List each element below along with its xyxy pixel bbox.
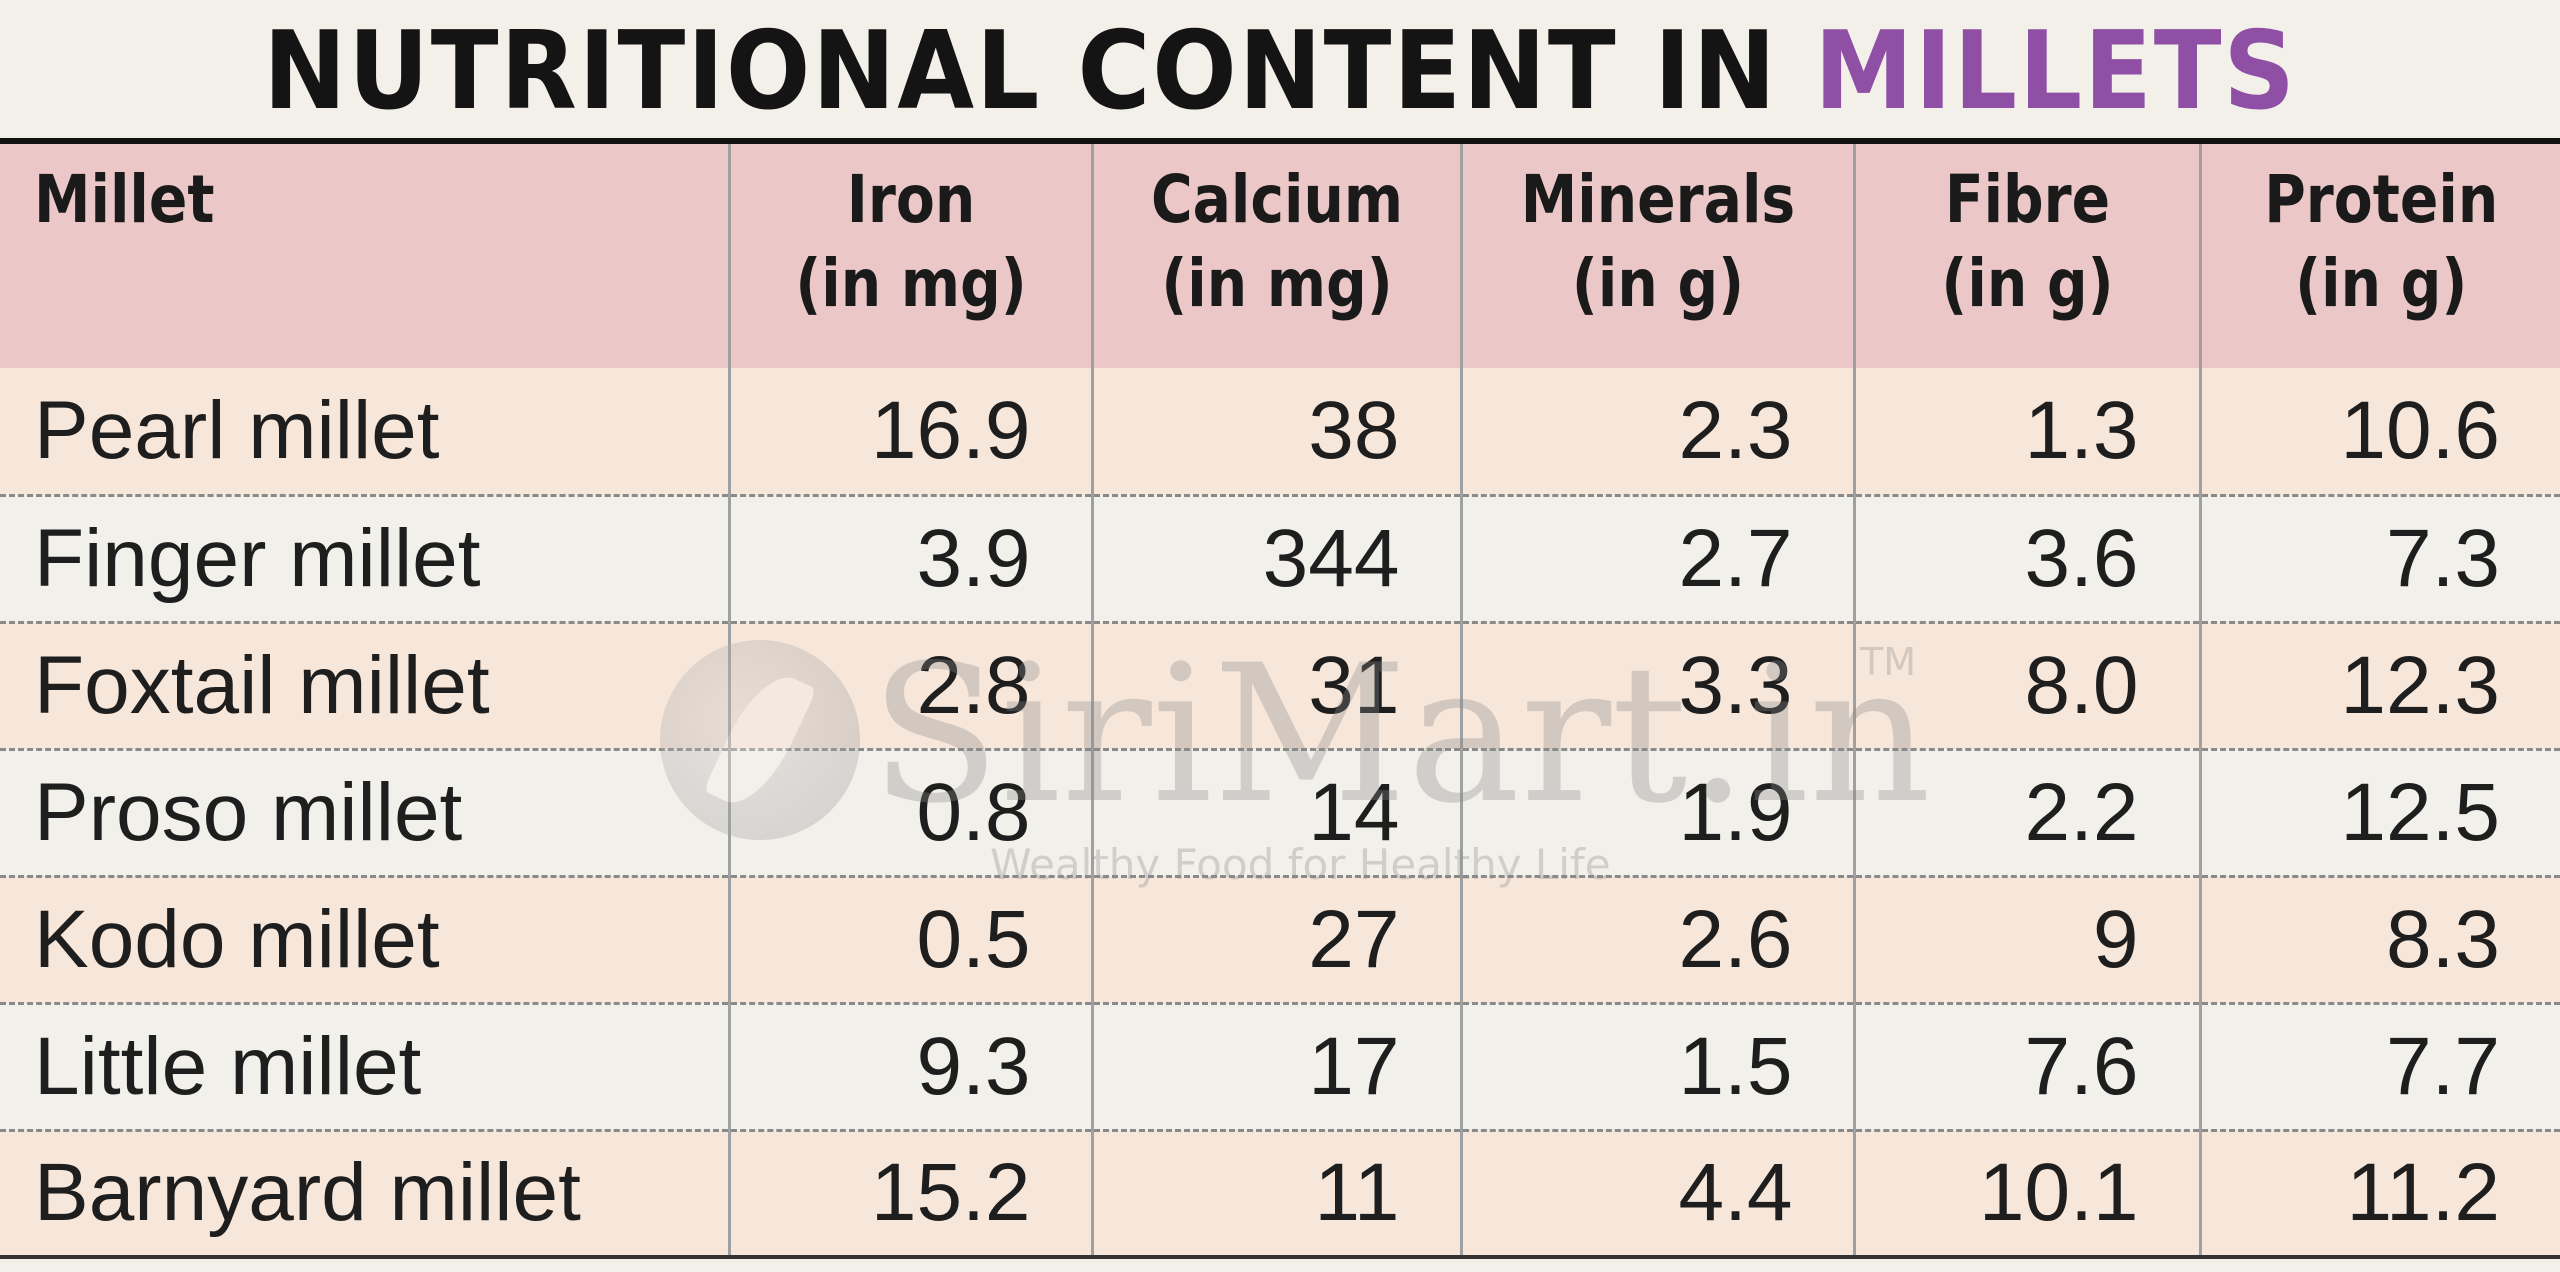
cell-calcium: 31 [1090, 622, 1461, 751]
cell-fibre: 8.0 [1852, 622, 2200, 751]
cell-iron: 3.9 [727, 495, 1092, 624]
table-row: Proso millet 0.8 14 1.9 2.2 12.5 [0, 749, 2560, 878]
header-minerals: Minerals (in g) [1459, 144, 1854, 368]
header-protein: Protein (in g) [2198, 144, 2560, 368]
cell-fibre: 9 [1852, 876, 2200, 1005]
cell-minerals: 2.6 [1459, 876, 1854, 1005]
cell-protein: 7.3 [2198, 495, 2560, 624]
cell-calcium: 27 [1090, 876, 1461, 1005]
header-fibre: Fibre (in g) [1852, 144, 2200, 368]
cell-minerals: 1.9 [1459, 749, 1854, 878]
cell-millet: Barnyard millet [0, 1130, 729, 1259]
cell-fibre: 1.3 [1852, 368, 2200, 497]
title-accent: MILLETS [1814, 9, 2297, 134]
cell-minerals: 4.4 [1459, 1130, 1854, 1259]
cell-millet: Foxtail millet [0, 622, 729, 751]
title-divider [0, 138, 2560, 144]
cell-protein: 7.7 [2198, 1003, 2560, 1132]
cell-fibre: 3.6 [1852, 495, 2200, 624]
cell-calcium: 38 [1090, 368, 1461, 497]
cell-protein: 8.3 [2198, 876, 2560, 1005]
table-row: Little millet 9.3 17 1.5 7.6 7.7 [0, 1003, 2560, 1132]
cell-minerals: 1.5 [1459, 1003, 1854, 1132]
cell-iron: 15.2 [727, 1130, 1092, 1259]
cell-calcium: 344 [1090, 495, 1461, 624]
cell-iron: 16.9 [727, 368, 1092, 497]
cell-iron: 0.8 [727, 749, 1092, 878]
table-row: Pearl millet 16.9 38 2.3 1.3 10.6 [0, 368, 2560, 497]
page-title: NUTRITIONAL CONTENT IN MILLETS [102, 8, 2457, 136]
cell-protein: 10.6 [2198, 368, 2560, 497]
cell-millet: Finger millet [0, 495, 729, 624]
table-row: Barnyard millet 15.2 11 4.4 10.1 11.2 [0, 1130, 2560, 1259]
cell-millet: Little millet [0, 1003, 729, 1132]
table-header-row: Millet Iron (in mg) Calcium (in mg) Minera… [0, 144, 2560, 368]
header-calcium: Calcium (in mg) [1090, 144, 1461, 368]
cell-protein: 12.5 [2198, 749, 2560, 878]
cell-minerals: 2.7 [1459, 495, 1854, 624]
cell-calcium: 17 [1090, 1003, 1461, 1132]
cell-millet: Pearl millet [0, 368, 729, 497]
cell-iron: 2.8 [727, 622, 1092, 751]
cell-iron: 0.5 [727, 876, 1092, 1005]
table-row: Foxtail millet 2.8 31 3.3 8.0 12.3 [0, 622, 2560, 751]
cell-fibre: 7.6 [1852, 1003, 2200, 1132]
cell-minerals: 2.3 [1459, 368, 1854, 497]
header-iron: Iron (in mg) [727, 144, 1092, 368]
cell-fibre: 10.1 [1852, 1130, 2200, 1259]
table-row: Finger millet 3.9 344 2.7 3.6 7.3 [0, 495, 2560, 624]
table-row: Kodo millet 0.5 27 2.6 9 8.3 [0, 876, 2560, 1005]
cell-calcium: 11 [1090, 1130, 1461, 1259]
header-millet: Millet [0, 144, 729, 368]
title-main: NUTRITIONAL CONTENT IN [263, 9, 1815, 134]
cell-calcium: 14 [1090, 749, 1461, 878]
cell-minerals: 3.3 [1459, 622, 1854, 751]
nutrition-table: Millet Iron (in mg) Calcium (in mg) Minera… [0, 144, 2560, 1259]
cell-protein: 12.3 [2198, 622, 2560, 751]
cell-iron: 9.3 [727, 1003, 1092, 1132]
cell-millet: Kodo millet [0, 876, 729, 1005]
cell-millet: Proso millet [0, 749, 729, 878]
cell-protein: 11.2 [2198, 1130, 2560, 1259]
cell-fibre: 2.2 [1852, 749, 2200, 878]
